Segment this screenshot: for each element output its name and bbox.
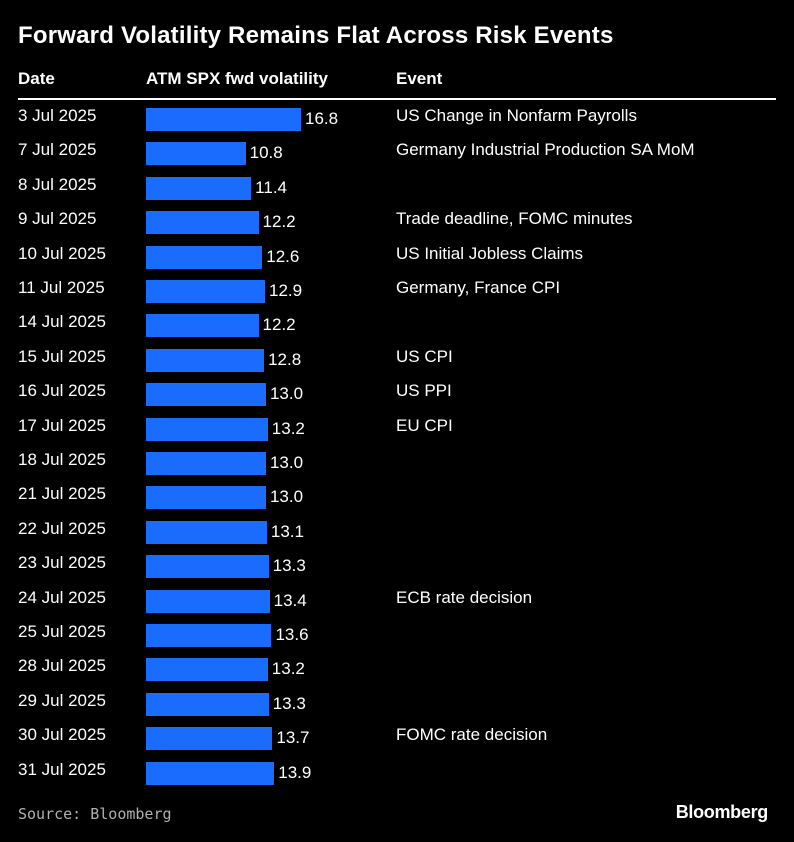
table-row: 18 Jul 2025 13.0 — [0, 444, 794, 478]
row-event: Trade deadline, FOMC minutes — [396, 209, 633, 229]
column-header-date: Date — [18, 69, 55, 88]
row-date: 15 Jul 2025 — [18, 346, 106, 366]
row-date: 9 Jul 2025 — [18, 209, 97, 229]
volatility-bar — [146, 727, 273, 751]
volatility-bar — [146, 417, 268, 441]
table-row: 23 Jul 2025 13.3 — [0, 547, 794, 581]
bar-value-label: 13.0 — [269, 384, 304, 404]
row-date: 16 Jul 2025 — [18, 381, 106, 401]
row-event: US Change in Nonfarm Payrolls — [396, 106, 637, 125]
row-date: 31 Jul 2025 — [18, 759, 106, 779]
bar-value-label: 13.9 — [278, 762, 312, 782]
bar-value-label: 12.8 — [268, 349, 302, 369]
row-event: ECB rate decision — [396, 587, 533, 607]
row-date: 3 Jul 2025 — [18, 106, 97, 125]
table-row: 3 Jul 2025 16.8 US Change in Nonfarm Payro… — [0, 100, 794, 134]
volatility-bar — [146, 176, 252, 200]
table-row: 11 Jul 2025 12.9 Germany, France CPI — [0, 272, 794, 306]
bar-value-label: 12.6 — [266, 246, 300, 266]
table-row: 8 Jul 2025 11.4 — [0, 169, 794, 203]
volatility-bar — [146, 555, 269, 579]
volatility-bar — [146, 211, 259, 235]
row-event: US CPI — [396, 346, 453, 366]
row-date: 8 Jul 2025 — [18, 174, 97, 194]
row-event: Germany, France CPI — [396, 278, 561, 297]
bar-value-label: 13.4 — [273, 590, 307, 610]
column-header-event: Event — [396, 69, 443, 88]
bar-value-label: 13.2 — [271, 418, 305, 438]
bar-value-label: 13.3 — [272, 693, 306, 713]
volatility-bar — [146, 108, 301, 131]
row-date: 22 Jul 2025 — [18, 518, 106, 538]
row-date: 7 Jul 2025 — [18, 140, 97, 160]
row-event: EU CPI — [396, 415, 453, 435]
table-row: 9 Jul 2025 12.2 Trade deadline, FOMC minut… — [0, 203, 794, 237]
source-note: Source: Bloomberg — [18, 805, 172, 823]
volatility-bar — [146, 142, 246, 166]
row-date: 28 Jul 2025 — [18, 656, 106, 676]
column-header-volatility: ATM SPX fwd volatility — [146, 69, 328, 88]
volatility-bar — [146, 348, 265, 372]
bloomberg-logo: Bloomberg — [675, 802, 769, 822]
row-event: US PPI — [396, 381, 452, 401]
table-row: 22 Jul 2025 13.1 — [0, 513, 794, 547]
table-row: 16 Jul 2025 13.0 US PPI — [0, 375, 794, 409]
row-date: 10 Jul 2025 — [18, 243, 106, 263]
table-row: 25 Jul 2025 13.6 — [0, 616, 794, 650]
bar-value-label: 12.2 — [262, 212, 296, 232]
row-date: 30 Jul 2025 — [18, 725, 106, 745]
bar-value-label: 13.1 — [270, 521, 304, 541]
row-date: 21 Jul 2025 — [18, 484, 106, 504]
header-divider — [18, 98, 776, 100]
table-row: 30 Jul 2025 13.7 FOMC rate decision — [0, 719, 794, 753]
row-date: 17 Jul 2025 — [18, 415, 106, 435]
bar-value-label: 12.9 — [269, 281, 303, 300]
volatility-bar — [146, 761, 275, 785]
volatility-bar — [146, 280, 266, 303]
volatility-bar — [146, 383, 266, 407]
row-date: 29 Jul 2025 — [18, 690, 106, 710]
volatility-bar — [146, 692, 269, 716]
row-date: 23 Jul 2025 — [18, 553, 106, 573]
table-row: 15 Jul 2025 12.8 US CPI — [0, 341, 794, 375]
bar-value-label: 13.7 — [276, 728, 310, 748]
bar-value-label: 13.2 — [271, 659, 305, 679]
volatility-bar — [146, 624, 272, 647]
row-date: 14 Jul 2025 — [18, 312, 106, 332]
bar-value-label: 13.3 — [272, 556, 306, 576]
bar-value-label: 10.8 — [249, 143, 283, 163]
table-row: 14 Jul 2025 12.2 — [0, 306, 794, 340]
row-date: 11 Jul 2025 — [18, 278, 105, 297]
bar-value-label: 13.6 — [275, 625, 309, 644]
volatility-bar — [146, 520, 267, 544]
bar-value-label: 13.0 — [269, 487, 304, 507]
table-row: 31 Jul 2025 13.9 — [0, 754, 794, 788]
volatility-bar — [146, 314, 259, 338]
bar-value-label: 16.8 — [305, 109, 339, 128]
volatility-bar — [146, 658, 268, 682]
table-row: 28 Jul 2025 13.2 — [0, 650, 794, 684]
row-date: 24 Jul 2025 — [18, 587, 106, 607]
table-row: 10 Jul 2025 12.6 US Initial Jobless Claims — [0, 238, 794, 272]
table-row: 17 Jul 2025 13.2 EU CPI — [0, 410, 794, 444]
table-row: 21 Jul 2025 13.0 — [0, 478, 794, 512]
row-event: US Initial Jobless Claims — [396, 243, 584, 263]
row-date: 25 Jul 2025 — [18, 622, 106, 641]
volatility-bar — [146, 589, 270, 613]
chart-title: Forward Volatility Remains Flat Across R… — [18, 22, 614, 49]
bar-value-label: 11.4 — [255, 177, 287, 197]
row-date: 18 Jul 2025 — [18, 450, 106, 469]
table-row: 29 Jul 2025 13.3 — [0, 685, 794, 719]
volatility-bar — [146, 245, 263, 269]
bar-value-label: 12.2 — [262, 315, 296, 335]
bar-value-label: 13.0 — [269, 453, 304, 472]
table-row: 24 Jul 2025 13.4 ECB rate decision — [0, 582, 794, 616]
volatility-bar — [146, 452, 266, 475]
table-row: 7 Jul 2025 10.8 Germany Industrial Product… — [0, 134, 794, 168]
row-event: FOMC rate decision — [396, 725, 548, 745]
volatility-bar — [146, 486, 266, 510]
row-event: Germany Industrial Production SA MoM — [396, 140, 695, 160]
